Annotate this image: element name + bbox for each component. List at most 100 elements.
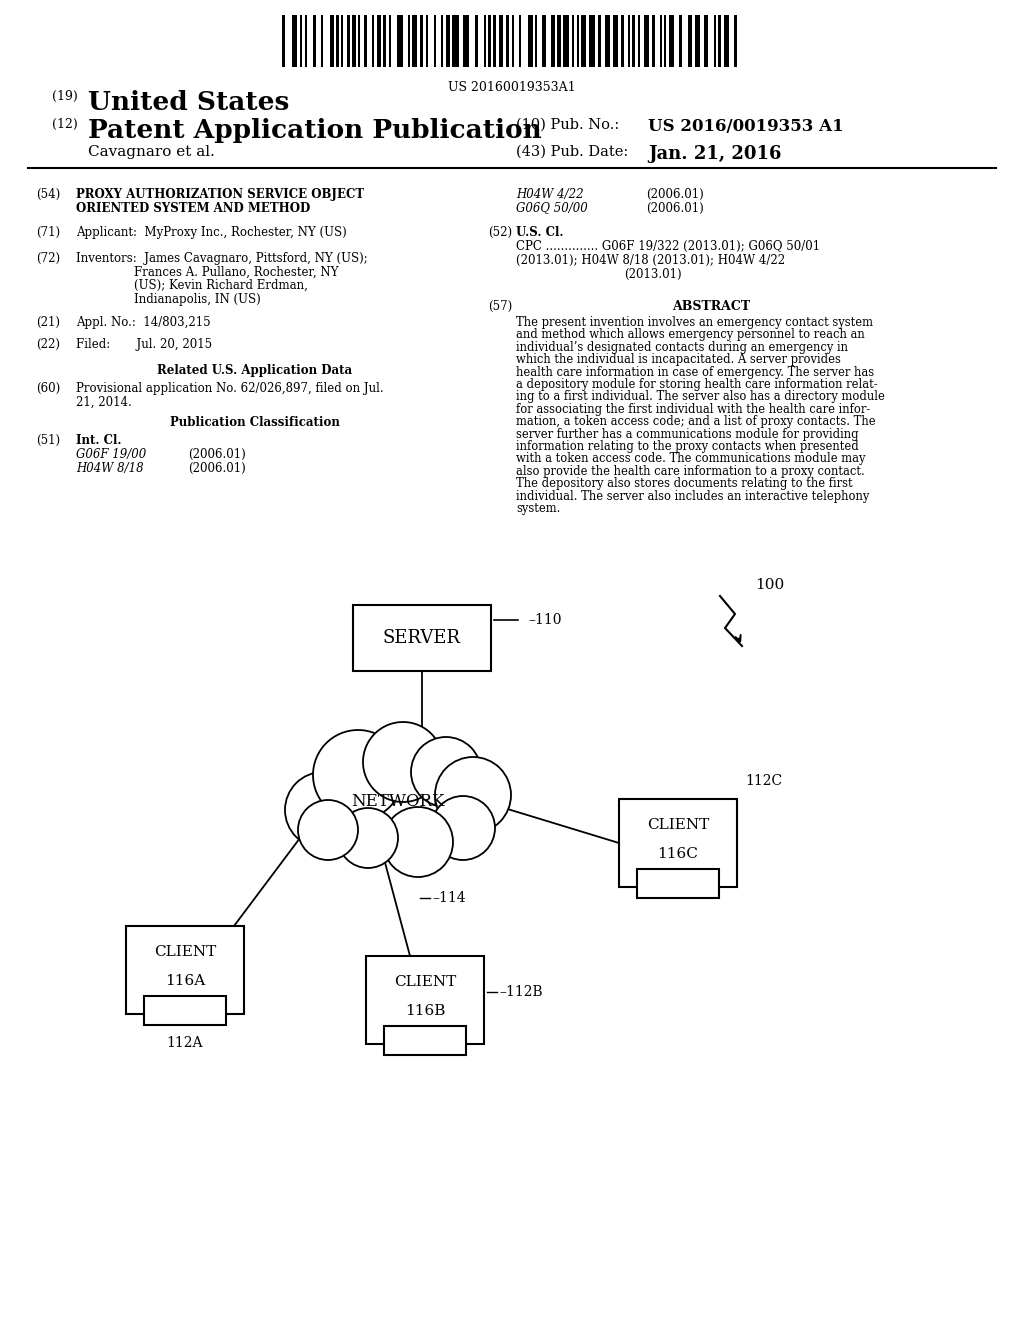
- Text: Related U.S. Application Data: Related U.S. Application Data: [158, 364, 352, 378]
- Text: (72): (72): [36, 252, 60, 265]
- Text: (21): (21): [36, 315, 60, 329]
- Bar: [300, 15, 302, 67]
- Text: (12): (12): [52, 117, 78, 131]
- Text: SERVER: SERVER: [383, 630, 461, 647]
- Bar: [426, 15, 428, 67]
- Text: 112C: 112C: [745, 774, 782, 788]
- Bar: [372, 15, 374, 67]
- Text: Jan. 21, 2016: Jan. 21, 2016: [648, 145, 781, 162]
- Text: The depository also stores documents relating to the first: The depository also stores documents rel…: [516, 478, 853, 490]
- Text: (54): (54): [36, 187, 60, 201]
- Bar: [598, 15, 600, 67]
- Text: G06F 19/00: G06F 19/00: [76, 447, 146, 461]
- Text: (2006.01): (2006.01): [188, 447, 246, 461]
- Bar: [396, 15, 403, 67]
- Bar: [669, 15, 674, 67]
- Bar: [321, 15, 323, 67]
- Bar: [664, 15, 667, 67]
- Bar: [535, 15, 537, 67]
- Text: ing to a first individual. The server also has a directory module: ing to a first individual. The server al…: [516, 391, 885, 404]
- Text: (71): (71): [36, 226, 60, 239]
- Bar: [408, 15, 410, 67]
- Bar: [551, 15, 555, 67]
- Text: (60): (60): [36, 381, 60, 395]
- Bar: [632, 15, 635, 67]
- Bar: [644, 15, 649, 67]
- Text: 112A: 112A: [167, 1036, 203, 1049]
- Bar: [440, 15, 443, 67]
- Circle shape: [338, 808, 398, 869]
- Circle shape: [411, 737, 481, 807]
- Bar: [282, 15, 286, 67]
- Bar: [352, 15, 355, 67]
- Bar: [384, 1026, 466, 1056]
- Circle shape: [431, 796, 495, 861]
- Bar: [475, 15, 478, 67]
- Text: NETWORK: NETWORK: [351, 793, 444, 810]
- Text: 116A: 116A: [165, 974, 205, 987]
- Text: individual. The server also includes an interactive telephony: individual. The server also includes an …: [516, 490, 869, 503]
- Text: with a token access code. The communications module may: with a token access code. The communicat…: [516, 453, 865, 466]
- Bar: [488, 15, 490, 67]
- Text: information relating to the proxy contacts when presented: information relating to the proxy contac…: [516, 440, 859, 453]
- Text: (19): (19): [52, 90, 78, 103]
- Text: Patent Application Publication: Patent Application Publication: [88, 117, 542, 143]
- Text: PROXY AUTHORIZATION SERVICE OBJECT: PROXY AUTHORIZATION SERVICE OBJECT: [76, 187, 365, 201]
- Bar: [366, 956, 484, 1044]
- Text: server further has a communications module for providing: server further has a communications modu…: [516, 428, 859, 441]
- Bar: [557, 15, 561, 67]
- Bar: [724, 15, 729, 67]
- Text: (43) Pub. Date:: (43) Pub. Date:: [516, 145, 629, 158]
- Bar: [305, 15, 307, 67]
- Bar: [519, 15, 521, 67]
- Text: The present invention involves an emergency contact system: The present invention involves an emerge…: [516, 315, 873, 329]
- Text: US 20160019353A1: US 20160019353A1: [449, 81, 575, 94]
- Text: for associating the first individual with the health care infor-: for associating the first individual wit…: [516, 403, 870, 416]
- Text: (52): (52): [488, 226, 512, 239]
- Bar: [572, 15, 574, 67]
- Bar: [638, 15, 640, 67]
- Bar: [341, 15, 343, 67]
- Text: (2006.01): (2006.01): [646, 187, 703, 201]
- Text: mation, a token access code; and a list of proxy contacts. The: mation, a token access code; and a list …: [516, 416, 876, 428]
- Bar: [312, 15, 316, 67]
- Bar: [413, 15, 417, 67]
- Circle shape: [285, 772, 361, 847]
- Text: G06Q 50/00: G06Q 50/00: [516, 202, 588, 214]
- Text: Applicant:  MyProxy Inc., Rochester, NY (US): Applicant: MyProxy Inc., Rochester, NY (…: [76, 226, 347, 239]
- Bar: [703, 15, 709, 67]
- Bar: [143, 995, 226, 1026]
- Bar: [613, 15, 617, 67]
- Bar: [434, 15, 436, 67]
- Bar: [292, 15, 297, 67]
- Text: CLIENT: CLIENT: [394, 975, 456, 990]
- Text: Inventors:  James Cavagnaro, Pittsford, NY (US);: Inventors: James Cavagnaro, Pittsford, N…: [76, 252, 368, 265]
- Text: Indianapolis, IN (US): Indianapolis, IN (US): [134, 293, 261, 305]
- Circle shape: [383, 807, 453, 876]
- Bar: [577, 15, 579, 67]
- Text: 116B: 116B: [404, 1003, 445, 1018]
- Text: (2006.01): (2006.01): [188, 462, 246, 475]
- Text: US 2016/0019353 A1: US 2016/0019353 A1: [648, 117, 844, 135]
- Circle shape: [362, 722, 443, 803]
- Text: –114: –114: [432, 891, 466, 906]
- Bar: [582, 15, 586, 67]
- Text: (22): (22): [36, 338, 60, 351]
- Text: H04W 8/18: H04W 8/18: [76, 462, 143, 475]
- Text: Cavagnaro et al.: Cavagnaro et al.: [88, 145, 215, 158]
- Text: also provide the health care information to a proxy contact.: also provide the health care information…: [516, 465, 864, 478]
- Circle shape: [298, 800, 358, 861]
- Bar: [464, 15, 469, 67]
- Text: a depository module for storing health care information relat-: a depository module for storing health c…: [516, 378, 878, 391]
- Text: (2006.01): (2006.01): [646, 202, 703, 214]
- Bar: [637, 869, 719, 899]
- Text: (57): (57): [488, 300, 512, 313]
- Text: system.: system.: [516, 502, 560, 515]
- Bar: [353, 605, 490, 671]
- Text: 100: 100: [755, 578, 784, 591]
- Bar: [688, 15, 692, 67]
- Text: Int. Cl.: Int. Cl.: [76, 434, 122, 447]
- Bar: [493, 15, 497, 67]
- Text: (2013.01); H04W 8/18 (2013.01); H04W 4/22: (2013.01); H04W 8/18 (2013.01); H04W 4/2…: [516, 253, 785, 267]
- Bar: [388, 15, 391, 67]
